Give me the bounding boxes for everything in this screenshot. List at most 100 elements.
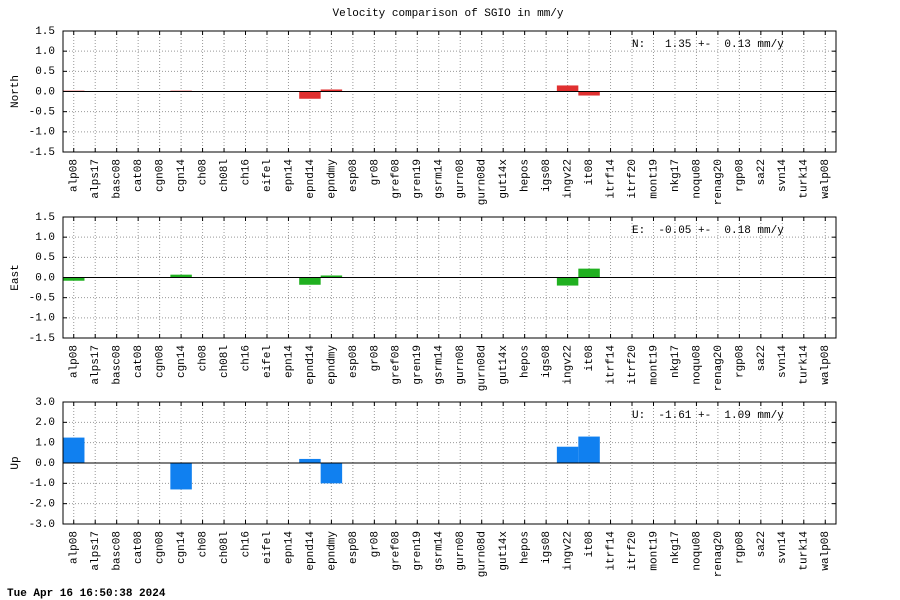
- x-tick-label: renag20: [713, 159, 725, 205]
- x-tick-label: gurn08: [455, 345, 467, 385]
- x-tick-label: ch08: [197, 345, 209, 371]
- x-tick-label: svn14: [777, 531, 789, 564]
- x-tick-label: sa22: [756, 531, 768, 557]
- y-tick-label: -1.5: [29, 147, 55, 159]
- x-tick-label: rgp08: [734, 159, 746, 192]
- bar: [299, 91, 321, 99]
- x-tick-label: alp08: [69, 345, 81, 378]
- x-tick-label: ingv22: [563, 345, 575, 385]
- bar: [556, 85, 579, 92]
- y-tick-label: 0.0: [35, 86, 55, 98]
- x-tick-label: gurn08d: [477, 531, 489, 577]
- footer-timestamp: Tue Apr 16 16:50:38 2024: [7, 588, 166, 600]
- x-tick-label: epndmy: [326, 345, 338, 385]
- x-tick-label: epn14: [283, 531, 295, 564]
- bar: [578, 268, 600, 278]
- bar: [320, 463, 343, 484]
- y-tick-label: -1.0: [29, 313, 55, 325]
- x-tick-label: ch16: [240, 159, 252, 185]
- x-tick-label: gr08: [369, 159, 381, 185]
- bar: [320, 89, 343, 92]
- x-tick-label: mont19: [648, 531, 660, 571]
- x-tick-label: mont19: [648, 345, 660, 385]
- y-tick-label: 2.0: [35, 417, 55, 429]
- x-tick-label: gsrm14: [434, 345, 446, 385]
- x-tick-label: cgn14: [176, 531, 188, 564]
- x-tick-label: igs08: [541, 345, 553, 378]
- x-tick-label: ch16: [240, 345, 252, 371]
- x-tick-label: alp08: [69, 531, 81, 564]
- annotation: E: -0.05 +- 0.18 mm/y: [632, 225, 784, 237]
- x-tick-label: gren19: [412, 345, 424, 385]
- x-tick-label: epndmy: [326, 531, 338, 571]
- x-tick-label: esp08: [348, 531, 360, 564]
- x-tick-label: esp08: [348, 345, 360, 378]
- x-tick-label: ch08l: [219, 345, 231, 378]
- x-tick-label: walp08: [820, 345, 832, 385]
- x-tick-label: nkg17: [670, 531, 682, 564]
- x-tick-label: gut14x: [498, 345, 510, 385]
- x-tick-label: turk14: [799, 531, 811, 571]
- x-tick-label: alp08: [69, 159, 81, 192]
- annotation: U: -1.61 +- 1.09 mm/y: [632, 410, 784, 422]
- bar: [63, 437, 85, 463]
- x-tick-label: itrf14: [605, 159, 617, 199]
- y-tick-label: -0.5: [29, 293, 55, 305]
- y-tick-label: -2.0: [29, 499, 55, 511]
- y-tick-label: 1.0: [35, 438, 55, 450]
- x-tick-label: renag20: [713, 345, 725, 391]
- y-tick-label: -0.5: [29, 107, 55, 119]
- x-tick-label: epnd14: [305, 531, 317, 571]
- y-tick-label: -1.0: [29, 478, 55, 490]
- x-tick-label: eifel: [262, 345, 274, 378]
- bar: [299, 458, 321, 463]
- x-tick-label: ch08l: [219, 159, 231, 192]
- y-tick-label: 1.0: [35, 232, 55, 244]
- x-tick-label: sa22: [756, 345, 768, 371]
- x-tick-label: it08: [584, 345, 596, 371]
- x-tick-label: gref08: [391, 345, 403, 385]
- y-tick-label: -1.0: [29, 127, 55, 139]
- x-tick-label: nkg17: [670, 159, 682, 192]
- x-tick-label: ch08: [197, 531, 209, 557]
- x-tick-label: epndmy: [326, 159, 338, 199]
- chart-title: Velocity comparison of SGIO in mm/y: [332, 8, 563, 20]
- x-tick-label: cat08: [133, 159, 145, 192]
- x-tick-label: gurn08: [455, 531, 467, 571]
- bar: [556, 277, 579, 286]
- x-tick-label: epn14: [283, 159, 295, 192]
- y-tick-label: 1.5: [35, 212, 55, 224]
- x-tick-label: gut14x: [498, 159, 510, 199]
- x-tick-label: ingv22: [563, 531, 575, 571]
- x-tick-label: eifel: [262, 531, 274, 564]
- x-tick-label: mont19: [648, 159, 660, 199]
- y-tick-label: 3.0: [35, 397, 55, 409]
- annotation: N: 1.35 +- 0.13 mm/y: [632, 39, 784, 51]
- x-tick-label: cgn14: [176, 345, 188, 378]
- x-tick-label: gurn08d: [477, 159, 489, 205]
- x-tick-label: noqu08: [691, 531, 703, 571]
- x-tick-label: gref08: [391, 159, 403, 199]
- y-axis-label: East: [10, 264, 22, 290]
- x-tick-label: itrf20: [627, 345, 639, 385]
- x-tick-label: epnd14: [305, 159, 317, 199]
- x-tick-label: renag20: [713, 531, 725, 577]
- y-tick-label: 1.5: [35, 26, 55, 38]
- x-tick-label: noqu08: [691, 159, 703, 199]
- x-tick-label: alps17: [90, 531, 102, 571]
- bar: [170, 274, 192, 278]
- x-tick-label: hepos: [520, 345, 532, 378]
- x-tick-label: turk14: [799, 345, 811, 385]
- x-tick-label: alps17: [90, 345, 102, 385]
- plot-frame: [62, 401, 837, 525]
- x-tick-label: basc08: [112, 345, 124, 385]
- bar: [170, 463, 192, 490]
- bar: [63, 277, 85, 281]
- x-tick-label: gref08: [391, 531, 403, 571]
- x-tick-label: gren19: [412, 531, 424, 571]
- bar: [320, 275, 343, 278]
- x-tick-label: itrf20: [627, 531, 639, 571]
- y-tick-label: 1.0: [35, 46, 55, 58]
- x-tick-label: walp08: [820, 531, 832, 571]
